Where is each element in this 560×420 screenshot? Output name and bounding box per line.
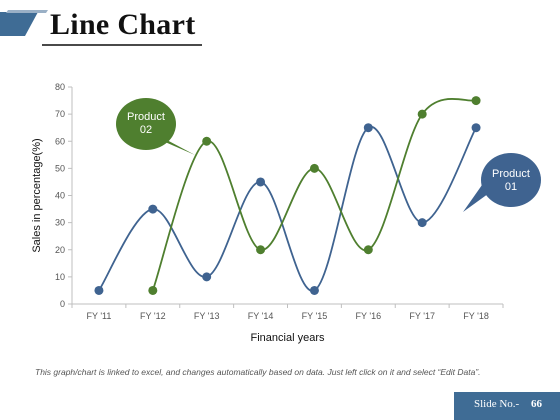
slide-number-label: Slide No.- — [474, 398, 520, 410]
y-tick-label: 20 — [55, 245, 65, 255]
data-point-series-1 — [417, 218, 427, 228]
data-point-series-1 — [363, 123, 373, 133]
data-point-series-2 — [471, 96, 481, 106]
y-tick-label: 80 — [55, 82, 65, 92]
y-tick-label: 30 — [55, 218, 65, 228]
y-axis-title: Sales in percentage(%) — [31, 138, 43, 252]
footer-note: This graph/chart is linked to excel, and… — [35, 367, 481, 377]
callout-label-product-01: Product — [492, 168, 530, 180]
data-point-series-1 — [471, 123, 481, 133]
x-tick-label: FY '16 — [356, 311, 382, 321]
x-tick-label: FY '17 — [409, 311, 435, 321]
data-point-series-2 — [202, 136, 212, 146]
callout-product-02 — [116, 98, 176, 150]
callout-product-01 — [481, 153, 541, 207]
data-point-series-1 — [309, 285, 319, 295]
data-point-series-1 — [148, 204, 158, 214]
callout-label-product-01: 01 — [505, 181, 517, 193]
y-tick-label: 40 — [55, 191, 65, 201]
x-tick-label: FY '11 — [86, 311, 111, 321]
title-accent-icon — [0, 10, 48, 36]
callout-label-product-02: Product — [127, 111, 165, 123]
data-point-series-2 — [148, 285, 158, 295]
x-tick-label: FY '15 — [302, 311, 328, 321]
slide-number-value: 66 — [531, 398, 542, 410]
y-tick-label: 70 — [55, 109, 65, 119]
slide-number-badge: Slide No.- 66 — [454, 392, 560, 420]
title-area: Line Chart — [0, 0, 560, 50]
series-line-1 — [98, 126, 477, 292]
x-tick-label: FY '12 — [140, 311, 166, 321]
y-tick-label: 50 — [55, 163, 65, 173]
y-tick-label: 60 — [55, 136, 65, 146]
data-point-series-1 — [94, 285, 104, 295]
y-tick-label: 0 — [60, 299, 65, 309]
x-tick-label: FY '14 — [248, 311, 274, 321]
y-tick-label: 10 — [55, 272, 65, 282]
page-title: Line Chart — [50, 8, 196, 41]
data-point-series-2 — [417, 109, 427, 119]
data-point-series-1 — [256, 177, 266, 187]
callout-label-product-02: 02 — [140, 124, 152, 136]
x-tick-label: FY '13 — [194, 311, 220, 321]
x-tick-label: FY '18 — [463, 311, 489, 321]
data-point-series-2 — [363, 245, 373, 255]
data-point-series-1 — [202, 272, 212, 282]
title-underline — [42, 44, 202, 46]
series-line-2 — [151, 98, 477, 291]
x-axis-title: Financial years — [251, 332, 325, 344]
data-point-series-2 — [256, 245, 266, 255]
data-point-series-2 — [309, 163, 319, 173]
chart-axes: 0 10 20 30 40 50 60 70 80 FY '11 FY '12 FY '13 FY '1… — [55, 82, 504, 321]
chart-series — [94, 96, 481, 295]
